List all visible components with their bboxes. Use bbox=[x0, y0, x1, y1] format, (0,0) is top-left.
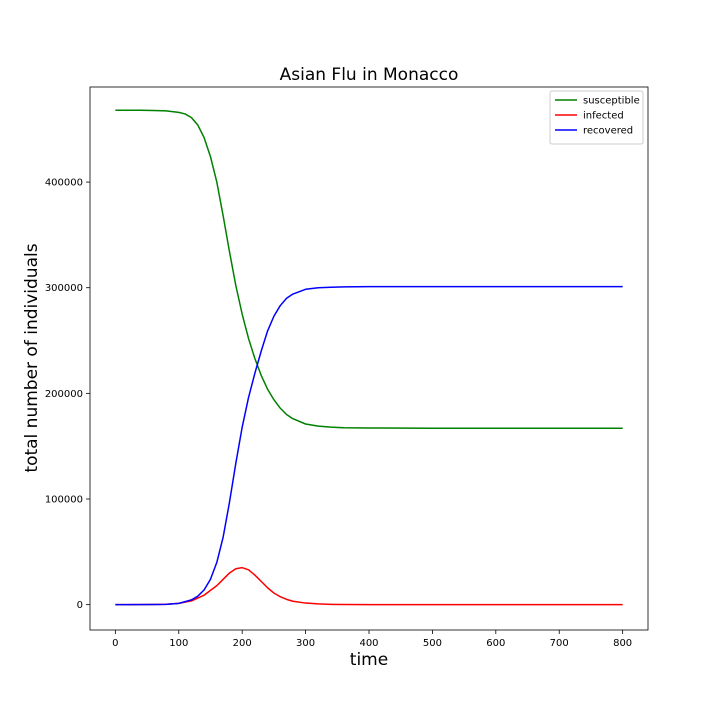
chart-title: Asian Flu in Monacco bbox=[280, 65, 459, 85]
x-tick-label: 600 bbox=[486, 638, 505, 649]
x-tick-label: 0 bbox=[112, 638, 118, 649]
y-tick-label: 100000 bbox=[45, 495, 83, 506]
legend: susceptible infected recovered bbox=[549, 90, 644, 145]
x-axis-label: time bbox=[350, 650, 388, 670]
series-line-recovered bbox=[115, 285, 623, 606]
y-tick-label: 400000 bbox=[45, 178, 83, 189]
x-tick-label: 800 bbox=[613, 638, 632, 649]
y-axis-label: total number of individuals bbox=[22, 243, 42, 472]
series-line-susceptible bbox=[115, 109, 623, 429]
y-tick-label: 300000 bbox=[45, 283, 83, 294]
legend-label-recovered: recovered bbox=[583, 126, 633, 137]
legend-label-infected: infected bbox=[583, 111, 624, 122]
x-tick-label: 500 bbox=[423, 638, 442, 649]
series-line-infected bbox=[115, 566, 623, 606]
y-tick-label: 200000 bbox=[45, 389, 83, 400]
x-tick-label: 700 bbox=[550, 638, 569, 649]
x-tick-label: 300 bbox=[296, 638, 315, 649]
x-tick-label: 400 bbox=[359, 638, 378, 649]
plot-area bbox=[115, 109, 623, 606]
x-tick-label: 100 bbox=[169, 638, 188, 649]
y-tick-label: 0 bbox=[77, 600, 83, 611]
axes: 0 100 200 300 400 500 600 700 800 0 100000 200000 30… bbox=[45, 86, 649, 649]
legend-label-susceptible: susceptible bbox=[583, 96, 640, 107]
x-tick-label: 200 bbox=[233, 638, 252, 649]
